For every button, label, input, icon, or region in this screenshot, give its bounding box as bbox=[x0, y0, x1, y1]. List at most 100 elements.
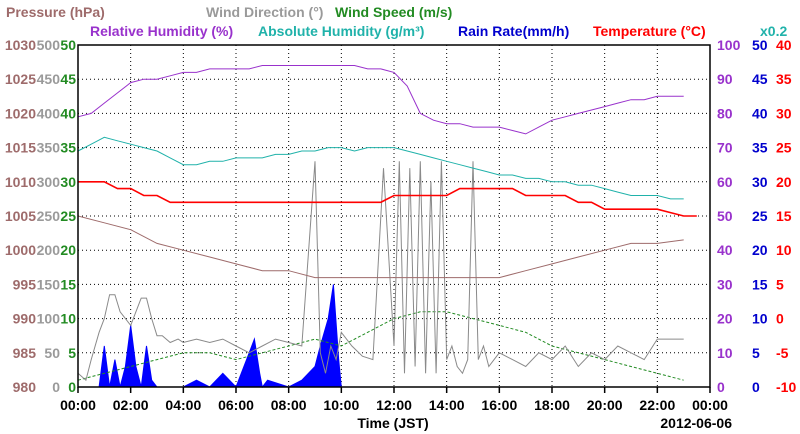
tick-wind_speed: 45 bbox=[60, 71, 76, 87]
tick-pressure: 1010 bbox=[5, 174, 36, 190]
series-relative-humidity bbox=[77, 65, 684, 135]
header-temp: Temperature (°C) bbox=[593, 23, 706, 39]
tick-rain: 35 bbox=[752, 140, 768, 156]
tick-temp: 35 bbox=[776, 71, 792, 87]
tick-temp: 5 bbox=[776, 276, 784, 292]
tick-rh: 10 bbox=[717, 345, 733, 361]
tick-temp: 25 bbox=[776, 140, 792, 156]
tick-rain: 20 bbox=[752, 242, 768, 258]
tick-wind_dir: 200 bbox=[37, 242, 61, 258]
x-tick-label: 14:00 bbox=[429, 397, 465, 413]
tick-wind_dir: 100 bbox=[37, 311, 61, 327]
tick-wind_speed: 50 bbox=[60, 37, 76, 53]
date-label: 2012-06-06 bbox=[660, 415, 732, 431]
tick-temp: 15 bbox=[776, 208, 792, 224]
tick-wind_dir: 250 bbox=[37, 208, 61, 224]
tick-pressure: 990 bbox=[13, 311, 37, 327]
x-tick-label: 20:00 bbox=[587, 397, 623, 413]
series-wind-speed bbox=[77, 311, 684, 381]
tick-rh: 30 bbox=[717, 276, 733, 292]
tick-pressure: 1005 bbox=[5, 208, 36, 224]
tick-wind_dir: 50 bbox=[44, 345, 60, 361]
tick-rh: 20 bbox=[717, 311, 733, 327]
left-axes: 1030102510201015101010051000995990985980… bbox=[5, 37, 76, 395]
tick-wind_speed: 15 bbox=[60, 276, 76, 292]
header-wind_speed: Wind Speed (m/s) bbox=[335, 4, 452, 20]
tick-wind_dir: 0 bbox=[52, 379, 60, 395]
x-tick-label: 10:00 bbox=[323, 397, 359, 413]
tick-rh: 0 bbox=[717, 379, 725, 395]
x-tick-label: 18:00 bbox=[534, 397, 570, 413]
tick-wind_dir: 450 bbox=[37, 71, 61, 87]
tick-wind_dir: 300 bbox=[37, 174, 61, 190]
x-tick-label: 06:00 bbox=[218, 397, 254, 413]
tick-pressure: 980 bbox=[13, 379, 37, 395]
tick-rh: 80 bbox=[717, 105, 733, 121]
tick-wind_dir: 150 bbox=[37, 276, 61, 292]
tick-wind_speed: 5 bbox=[68, 345, 76, 361]
x-axis: 00:00 02:00 04:00 06:00 08:00 10:00 12:00 14:00… bbox=[60, 387, 728, 413]
tick-rh: 70 bbox=[717, 140, 733, 156]
tick-temp: 10 bbox=[776, 242, 792, 258]
x-axis-label: Time (JST) bbox=[357, 415, 428, 431]
tick-wind_speed: 25 bbox=[60, 208, 76, 224]
tick-temp: 40 bbox=[776, 37, 792, 53]
tick-wind_dir: 500 bbox=[37, 37, 61, 53]
tick-rain: 0 bbox=[752, 379, 760, 395]
tick-rain: 15 bbox=[752, 276, 768, 292]
tick-wind_speed: 30 bbox=[60, 174, 76, 190]
tick-pressure: 1000 bbox=[5, 242, 36, 258]
tick-temp: 30 bbox=[776, 105, 792, 121]
tick-rain: 25 bbox=[752, 208, 768, 224]
tick-wind_dir: 400 bbox=[37, 105, 61, 121]
tick-pressure: 985 bbox=[13, 345, 37, 361]
x-tick-label: 16:00 bbox=[481, 397, 517, 413]
tick-rh: 60 bbox=[717, 174, 733, 190]
x-tick-label: 08:00 bbox=[271, 397, 307, 413]
tick-rain: 40 bbox=[752, 105, 768, 121]
header-rain: Rain Rate(mm/h) bbox=[458, 23, 569, 39]
tick-pressure: 1025 bbox=[5, 71, 36, 87]
tick-rh: 40 bbox=[717, 242, 733, 258]
tick-rain: 10 bbox=[752, 311, 768, 327]
tick-wind_speed: 0 bbox=[68, 379, 76, 395]
series-absolute-humidity bbox=[77, 136, 684, 200]
right-axes: 1009080706050403020100504540353025201510… bbox=[717, 37, 796, 395]
chart-header: Pressure (hPa) Wind Direction (°) Wind Spe… bbox=[6, 4, 787, 39]
series-pressure bbox=[77, 215, 684, 279]
tick-rh: 100 bbox=[717, 37, 741, 53]
x-tick-label: 00:00 bbox=[692, 397, 728, 413]
tick-pressure: 1015 bbox=[5, 140, 36, 156]
tick-rain: 30 bbox=[752, 174, 768, 190]
tick-wind_speed: 35 bbox=[60, 140, 76, 156]
tick-rain: 5 bbox=[752, 345, 760, 361]
tick-rain: 45 bbox=[752, 71, 768, 87]
tick-wind_speed: 40 bbox=[60, 105, 76, 121]
x-tick-label: 22:00 bbox=[639, 397, 675, 413]
tick-temp: -5 bbox=[776, 345, 789, 361]
header-ah: Absolute Humidity (g/m³) bbox=[258, 23, 424, 39]
tick-rain: 50 bbox=[752, 37, 768, 53]
ah-scale-note: x0.2 bbox=[760, 23, 787, 39]
tick-pressure: 1020 bbox=[5, 105, 36, 121]
series-wind-direction bbox=[77, 161, 684, 382]
tick-rh: 90 bbox=[717, 71, 733, 87]
x-tick-label: 02:00 bbox=[113, 397, 149, 413]
tick-wind_dir: 350 bbox=[37, 140, 61, 156]
tick-temp: 20 bbox=[776, 174, 792, 190]
tick-temp: -10 bbox=[776, 379, 796, 395]
tick-pressure: 1030 bbox=[5, 37, 36, 53]
header-rh: Relative Humidity (%) bbox=[90, 23, 233, 39]
tick-rh: 50 bbox=[717, 208, 733, 224]
x-tick-label: 12:00 bbox=[376, 397, 412, 413]
header-wind_dir: Wind Direction (°) bbox=[206, 4, 323, 20]
tick-wind_speed: 10 bbox=[60, 311, 76, 327]
series-layer bbox=[77, 65, 710, 389]
tick-pressure: 995 bbox=[13, 276, 37, 292]
x-tick-label: 04:00 bbox=[165, 397, 201, 413]
x-tick-label: 00:00 bbox=[60, 397, 96, 413]
tick-temp: 0 bbox=[776, 311, 784, 327]
header-pressure: Pressure (hPa) bbox=[6, 4, 105, 20]
series-temperature bbox=[78, 181, 697, 217]
